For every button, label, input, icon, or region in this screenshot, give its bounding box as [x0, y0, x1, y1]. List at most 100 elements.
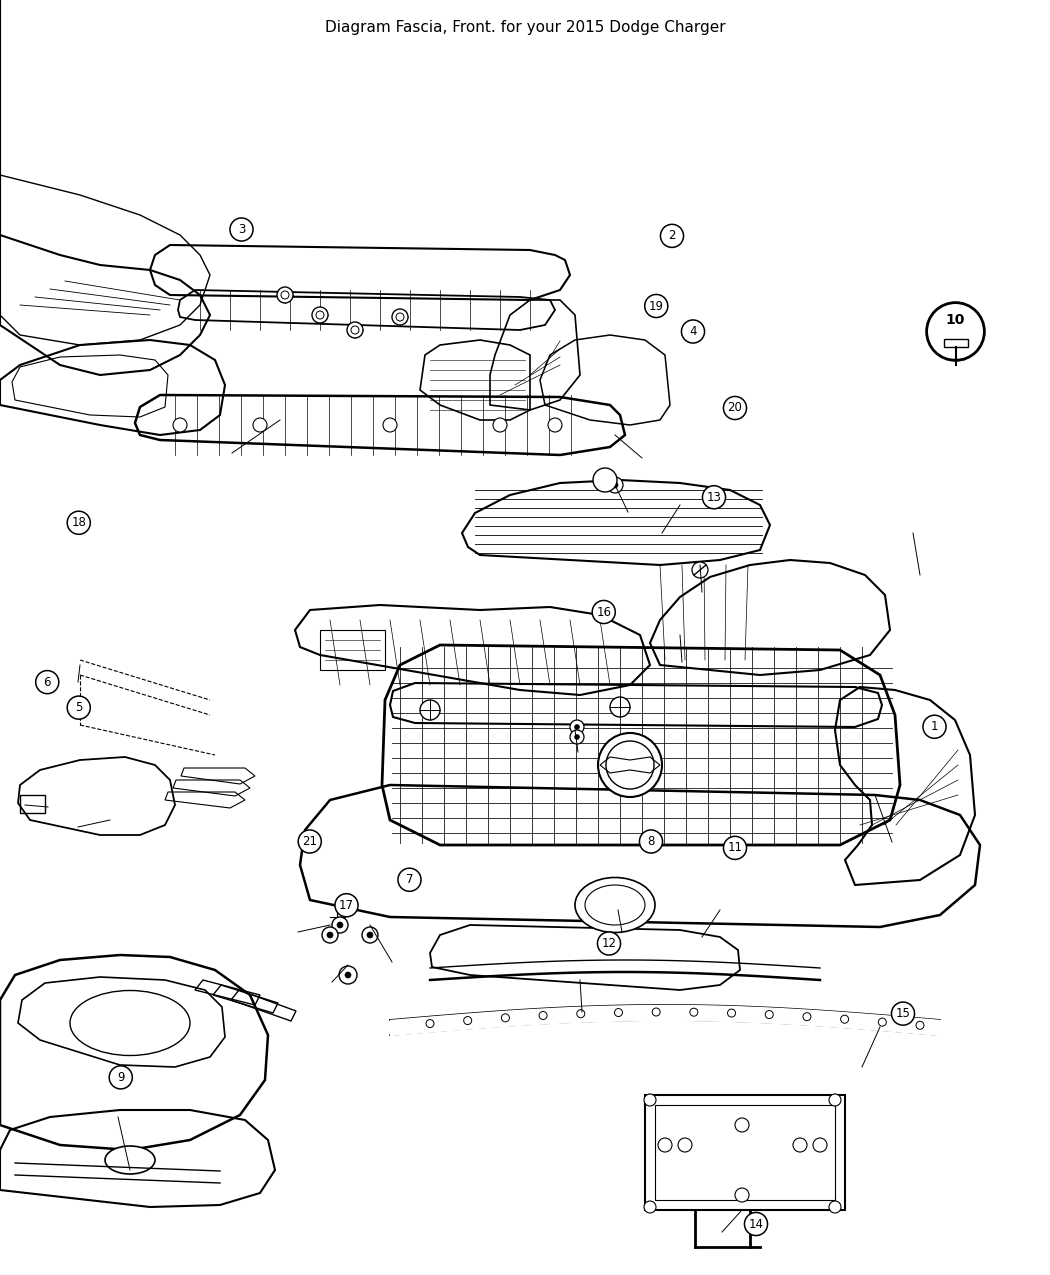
Circle shape [723, 397, 747, 419]
Circle shape [548, 418, 562, 432]
Circle shape [916, 1021, 924, 1029]
Text: 5: 5 [75, 701, 83, 714]
Circle shape [570, 731, 584, 745]
Circle shape [420, 700, 440, 720]
Circle shape [612, 482, 618, 488]
Circle shape [398, 868, 421, 891]
Bar [944, 338, 967, 347]
Circle shape [316, 311, 324, 319]
Circle shape [335, 894, 358, 917]
Circle shape [692, 562, 708, 578]
Circle shape [312, 307, 328, 323]
Text: 17: 17 [339, 899, 354, 912]
Circle shape [735, 1188, 749, 1202]
Circle shape [841, 1015, 848, 1024]
Text: 18: 18 [71, 516, 86, 529]
Circle shape [891, 1002, 915, 1025]
Bar [20, 796, 45, 813]
Circle shape [678, 1139, 692, 1153]
Circle shape [281, 291, 289, 300]
Text: 6: 6 [43, 676, 51, 688]
Text: Diagram Fascia, Front. for your 2015 Dodge Charger: Diagram Fascia, Front. for your 2015 Dod… [324, 20, 726, 34]
Circle shape [735, 1118, 749, 1132]
Circle shape [606, 741, 654, 789]
Circle shape [539, 1011, 547, 1020]
Ellipse shape [585, 885, 645, 924]
Circle shape [644, 1094, 656, 1105]
Text: 15: 15 [896, 1007, 910, 1020]
Circle shape [173, 418, 187, 432]
Text: 19: 19 [649, 300, 664, 312]
Circle shape [67, 511, 90, 534]
Circle shape [723, 836, 747, 859]
Circle shape [67, 696, 90, 719]
Circle shape [494, 418, 507, 432]
Bar [645, 1095, 845, 1210]
Circle shape [327, 932, 333, 938]
Circle shape [593, 468, 617, 492]
Circle shape [744, 1213, 768, 1235]
Ellipse shape [575, 877, 655, 932]
Circle shape [426, 1020, 434, 1028]
Circle shape [368, 932, 373, 938]
Circle shape [644, 1201, 656, 1213]
Circle shape [830, 1201, 841, 1213]
Circle shape [396, 312, 404, 321]
Text: 8: 8 [647, 835, 655, 848]
Circle shape [109, 1066, 132, 1089]
Circle shape [574, 734, 580, 740]
Circle shape [660, 224, 684, 247]
Circle shape [614, 1009, 623, 1016]
Circle shape [598, 733, 662, 797]
Circle shape [36, 671, 59, 694]
Circle shape [346, 323, 363, 338]
Circle shape [830, 1094, 841, 1105]
Text: 3: 3 [237, 223, 246, 236]
Circle shape [339, 966, 357, 984]
Circle shape [383, 418, 397, 432]
Circle shape [597, 932, 621, 955]
Circle shape [813, 1139, 827, 1153]
Circle shape [464, 1016, 471, 1025]
Text: 21: 21 [302, 835, 317, 848]
Circle shape [639, 830, 663, 853]
Text: 10: 10 [946, 312, 965, 326]
Circle shape [574, 724, 580, 729]
Circle shape [570, 720, 584, 734]
Circle shape [607, 477, 623, 493]
Circle shape [926, 302, 985, 361]
Circle shape [345, 972, 351, 978]
Circle shape [793, 1139, 807, 1153]
Text: 1: 1 [930, 720, 939, 733]
Text: 9: 9 [117, 1071, 125, 1084]
Circle shape [332, 917, 348, 933]
Circle shape [253, 418, 267, 432]
Circle shape [610, 697, 630, 717]
Circle shape [230, 218, 253, 241]
Text: 16: 16 [596, 606, 611, 618]
Bar [655, 1105, 835, 1200]
Text: 11: 11 [728, 842, 742, 854]
Circle shape [645, 295, 668, 317]
Text: 7: 7 [405, 873, 414, 886]
Circle shape [923, 715, 946, 738]
Circle shape [576, 1010, 585, 1017]
Circle shape [392, 309, 408, 325]
Text: 2: 2 [668, 230, 676, 242]
Text: 13: 13 [707, 491, 721, 504]
Text: 20: 20 [728, 402, 742, 414]
Circle shape [298, 830, 321, 853]
Circle shape [337, 922, 343, 928]
Text: 12: 12 [602, 937, 616, 950]
Circle shape [652, 1009, 660, 1016]
Bar [320, 630, 385, 669]
Ellipse shape [70, 991, 190, 1056]
Circle shape [702, 486, 726, 509]
Circle shape [803, 1012, 811, 1021]
Circle shape [362, 927, 378, 944]
Circle shape [878, 1019, 886, 1026]
Circle shape [690, 1009, 698, 1016]
Text: 14: 14 [749, 1218, 763, 1230]
Circle shape [681, 320, 705, 343]
Circle shape [351, 326, 359, 334]
